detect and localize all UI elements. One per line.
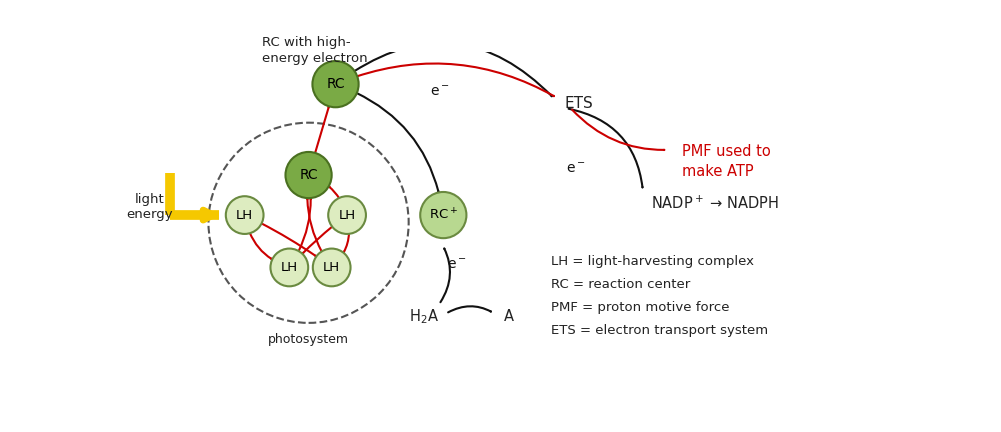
- Circle shape: [420, 192, 466, 238]
- Text: PMF used to
make ATP: PMF used to make ATP: [682, 144, 771, 178]
- Text: e$^-$: e$^-$: [447, 258, 467, 272]
- Circle shape: [270, 248, 308, 286]
- Text: PMF = proton motive force: PMF = proton motive force: [552, 301, 730, 314]
- Text: photosystem: photosystem: [268, 333, 349, 346]
- FancyArrowPatch shape: [298, 199, 311, 252]
- Text: RC: RC: [299, 168, 318, 182]
- FancyArrowPatch shape: [440, 248, 450, 302]
- Circle shape: [285, 152, 331, 198]
- Circle shape: [312, 61, 358, 107]
- FancyArrowPatch shape: [315, 107, 328, 154]
- Text: e$^-$: e$^-$: [566, 162, 586, 176]
- Text: ETS = electron transport system: ETS = electron transport system: [552, 324, 768, 337]
- Text: LH: LH: [323, 261, 340, 274]
- Text: RC = reaction center: RC = reaction center: [552, 278, 691, 291]
- FancyArrowPatch shape: [307, 199, 322, 252]
- Circle shape: [226, 196, 263, 234]
- FancyArrowPatch shape: [356, 93, 438, 192]
- FancyArrowPatch shape: [573, 110, 665, 150]
- Text: LH: LH: [338, 209, 355, 222]
- Text: LH: LH: [236, 209, 253, 222]
- Text: LH = light-harvesting complex: LH = light-harvesting complex: [552, 255, 754, 268]
- FancyArrowPatch shape: [569, 109, 643, 187]
- Circle shape: [312, 248, 350, 286]
- Text: H$_2$A: H$_2$A: [409, 308, 439, 326]
- FancyArrowPatch shape: [329, 187, 339, 199]
- FancyArrowPatch shape: [249, 232, 271, 259]
- FancyArrowPatch shape: [303, 226, 332, 253]
- Circle shape: [328, 196, 366, 234]
- FancyArrowPatch shape: [344, 233, 349, 252]
- Text: light
energy: light energy: [126, 194, 172, 221]
- Text: RC with high-
energy electron: RC with high- energy electron: [262, 36, 368, 65]
- Text: e$^-$: e$^-$: [429, 85, 449, 99]
- FancyArrowPatch shape: [356, 64, 554, 96]
- Text: LH: LH: [280, 261, 298, 274]
- Text: A: A: [504, 309, 514, 324]
- FancyArrowPatch shape: [353, 43, 552, 96]
- Text: RC$^+$: RC$^+$: [428, 207, 457, 223]
- FancyArrowPatch shape: [448, 306, 490, 312]
- Text: NADP$^+$ → NADPH: NADP$^+$ → NADPH: [652, 195, 780, 212]
- FancyArrowPatch shape: [261, 223, 315, 256]
- Text: RC: RC: [326, 77, 344, 91]
- Text: ETS: ETS: [565, 96, 594, 111]
